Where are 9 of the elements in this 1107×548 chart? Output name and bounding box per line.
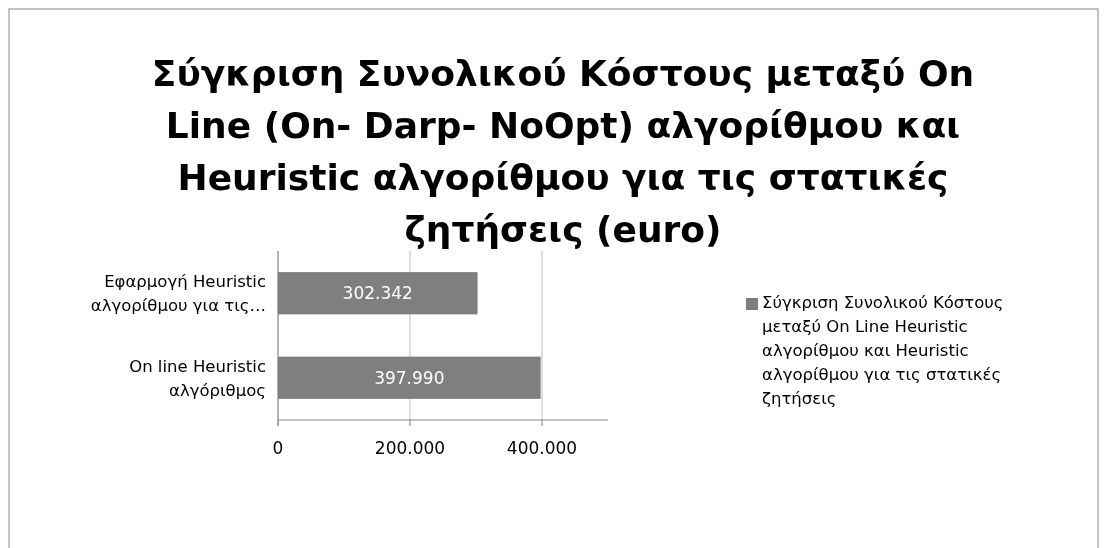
x-tick-label: 200.000 [374,438,446,458]
x-tick-label: 0 [272,438,284,458]
data-label: 302.342 [342,283,413,304]
data-label: 397.990 [374,367,445,388]
legend-label: Σύγκριση Συνολικού Κόστους μεταξύ On Line Heuristic αλγορίθμου και Heuristic αλγορίθμου για τις στατικές ζητήσεις [762,293,1004,408]
y-tick-label: On line Heuristic αλγόριθμος [129,356,266,400]
y-tick-label: Εφαρμογή Heuristic αλγορίθμου για τις… [90,272,266,316]
chart-title: Σύγκριση Συνολικού Κόστους μεταξύ On Line (On- Darp- NoOpt) αλγορίθμου και Heuristic αλγορίθμου για τις στατικές ζητήσεις (euro) [151,53,975,250]
x-tick-label: 400.000 [506,438,578,458]
